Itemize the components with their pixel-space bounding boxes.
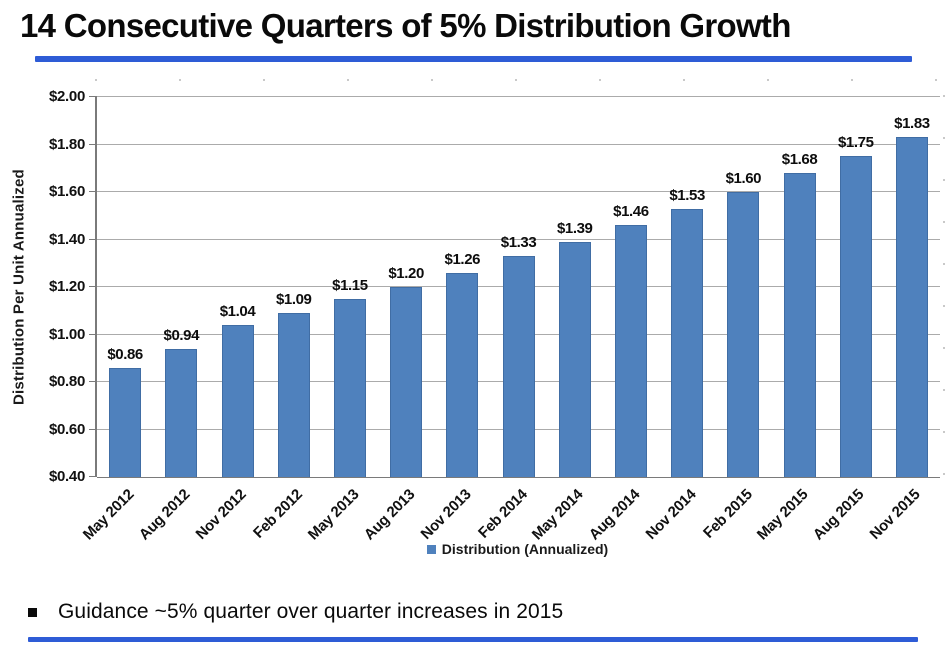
bar	[839, 156, 872, 477]
footer-rule	[28, 637, 918, 642]
bar-value-label: $0.94	[163, 326, 200, 344]
bar	[390, 287, 423, 477]
x-tick-label: Nov 2014	[642, 486, 700, 543]
plot-area: $2.00 $1.80 $1.60 $1.40 $1.20 $1.00 $0.80 $0.60…	[49, 88, 940, 544]
x-tick-label: Aug 2015	[810, 486, 868, 544]
x-tick-label: Feb 2015	[699, 486, 756, 542]
chart-legend: Distribution (Annualized)	[95, 541, 940, 557]
bar-slot: $1.83 Nov 2015	[867, 97, 940, 543]
gridline	[97, 96, 940, 97]
bar-slot: $1.33 Feb 2014	[475, 97, 546, 542]
bar	[502, 256, 535, 477]
bar-value-label: $1.83	[894, 115, 930, 133]
x-tick-label: Nov 2012	[192, 486, 250, 543]
y-tick-label: $0.40	[48, 468, 85, 485]
legend-swatch-icon	[426, 544, 436, 554]
bar-value-label: $1.75	[837, 134, 874, 152]
bar	[446, 272, 479, 477]
page-title: 14 Consecutive Quarters of 5% Distributi…	[20, 7, 791, 44]
bar	[109, 367, 142, 477]
x-tick-label: Aug 2014	[585, 486, 643, 544]
bar	[277, 313, 310, 477]
y-tick-mark	[89, 476, 97, 477]
bar-value-label: $1.26	[444, 250, 481, 268]
y-tick-mark	[89, 286, 97, 287]
y-tick-label: $1.80	[48, 135, 85, 153]
x-tick-label: Aug 2012	[135, 486, 194, 544]
bar-value-label: $1.68	[781, 151, 818, 168]
dotted-guide-right	[943, 95, 945, 479]
gridline	[97, 477, 940, 478]
bar-slot: $1.04 Nov 2012	[193, 97, 265, 543]
bar	[895, 137, 928, 477]
bar	[558, 241, 591, 477]
bar-value-label: $0.86	[107, 345, 143, 363]
x-tick-label: Aug 2013	[360, 486, 419, 544]
bullet-item: Guidance ~5% quarter over quarter increa…	[28, 600, 918, 624]
y-tick-label: $1.00	[48, 325, 85, 343]
legend-label: Distribution (Annualized)	[441, 541, 609, 557]
y-tick-label: $0.60	[48, 420, 85, 438]
bar-slot: $1.75 Aug 2015	[810, 97, 884, 543]
bar	[671, 208, 704, 477]
x-tick-label: May 2013	[304, 486, 362, 544]
bar-slot: $1.53 Nov 2014	[642, 97, 715, 543]
bar	[333, 298, 366, 477]
bar-value-label: $1.33	[500, 234, 537, 252]
bar-value-label: $1.09	[275, 291, 312, 309]
x-tick-label: May 2014	[529, 486, 587, 544]
bar	[165, 348, 198, 477]
y-tick-mark	[89, 143, 97, 145]
y-tick-mark	[89, 428, 97, 430]
bar-value-label: $1.15	[332, 276, 368, 294]
bar-slot: $1.09 Feb 2012	[250, 97, 322, 542]
x-tick-label: May 2012	[79, 486, 138, 544]
bar-slot: $1.46 Aug 2014	[585, 97, 659, 543]
y-tick-label: $1.60	[48, 183, 85, 200]
y-tick-mark	[89, 238, 97, 240]
bar-slot: $1.60 Feb 2015	[700, 97, 771, 542]
bullet-square-icon	[28, 607, 37, 617]
y-tick-label: $0.80	[48, 373, 85, 390]
y-tick-mark	[89, 191, 97, 192]
bar	[221, 325, 254, 477]
x-tick-label: Nov 2013	[417, 486, 475, 543]
title-underline	[35, 56, 912, 62]
bars-container: $0.86 May 2012 $0.94 Aug 2012 $1.04 Nov 2012 $…	[80, 97, 940, 544]
bar-slot: $1.20 Aug 2013	[361, 97, 434, 543]
y-tick-label: $2.00	[48, 88, 85, 105]
gridline	[97, 191, 940, 192]
bar-slot: $1.26 Nov 2013	[417, 97, 490, 543]
bar-slot: $0.86 May 2012	[80, 97, 153, 544]
bar	[614, 225, 647, 477]
y-tick-mark	[89, 96, 97, 97]
bar	[727, 192, 760, 477]
bar-slot: $0.94 Aug 2012	[136, 97, 209, 544]
x-tick-label: Nov 2015	[867, 486, 924, 543]
bar-value-label: $1.39	[556, 219, 593, 237]
x-tick-label: Feb 2012	[250, 486, 306, 542]
bar-value-label: $1.04	[219, 303, 256, 320]
x-tick-label: Feb 2014	[474, 486, 531, 542]
bar-slot: $1.68 May 2015	[754, 97, 827, 544]
bar-value-label: $1.20	[388, 265, 424, 282]
bar-slot: $1.15 May 2013	[304, 97, 378, 544]
y-tick-label: $1.40	[48, 230, 85, 248]
bar-value-label: $1.46	[613, 203, 649, 221]
y-tick-label: $1.20	[48, 278, 85, 295]
dotted-guide-top	[95, 79, 942, 81]
bar-value-label: $1.53	[669, 186, 705, 204]
bar-slot: $1.39 May 2014	[529, 97, 603, 544]
y-tick-mark	[89, 333, 97, 335]
bar-value-label: $1.60	[725, 170, 762, 187]
bullet-text: Guidance ~5% quarter over quarter increa…	[58, 600, 564, 623]
bar	[783, 173, 816, 477]
x-tick-label: May 2015	[754, 486, 812, 544]
gridline	[97, 238, 940, 240]
y-tick-mark	[89, 381, 97, 382]
gridline	[97, 143, 940, 145]
